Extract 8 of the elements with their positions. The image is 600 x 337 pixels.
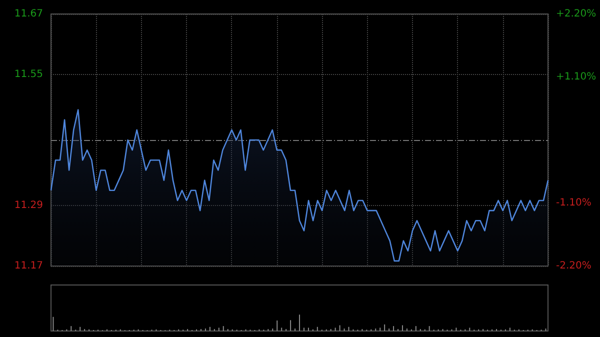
y2-tick-label: +1.10%	[556, 72, 596, 82]
y-tick-label: 11.55	[14, 68, 43, 80]
y2-tick-label: +2.20%	[556, 8, 596, 20]
y-tick-label: 11.67	[14, 8, 43, 20]
y2-tick-label: -1.10%	[556, 198, 592, 208]
y-tick-label: 11.17	[14, 260, 43, 272]
y-tick-label: 11.29	[14, 200, 43, 212]
y2-tick-label: -2.20%	[556, 260, 592, 272]
